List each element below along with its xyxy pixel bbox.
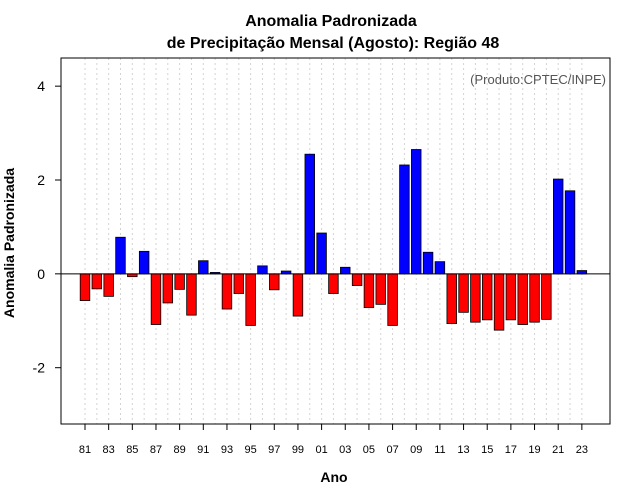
bar-2002: [328, 273, 339, 294]
bar-1995: [245, 273, 256, 326]
bar-2003: [340, 266, 351, 275]
bar-2000: [304, 153, 315, 275]
bar-2019: [529, 273, 540, 323]
x-tick-label: 05: [363, 444, 375, 456]
bar-2020: [541, 273, 552, 320]
chart-title-line-2: de Precipitação Mensal (Agosto): Região …: [167, 35, 500, 52]
bar-2018: [517, 273, 528, 325]
x-tick-label: 23: [576, 444, 588, 456]
bar-1984: [115, 236, 126, 275]
x-axis: 81 83 85 87 89 91 93 95 97 99 01 03 05 07 09 11 13 15 17 19…: [79, 424, 588, 456]
x-tick-label: 17: [505, 444, 517, 456]
bar-2015: [482, 273, 493, 321]
bar-2007: [387, 273, 398, 326]
bar-1982: [91, 273, 103, 290]
bar-1996: [257, 265, 268, 275]
bar-2021: [553, 178, 564, 275]
bar-1994: [233, 273, 244, 294]
y-tick-label: 2: [37, 172, 45, 188]
x-tick-label: 99: [292, 444, 304, 456]
x-tick-label: 85: [126, 444, 138, 456]
x-tick-label: 81: [79, 444, 91, 456]
y-tick-label: 4: [37, 78, 45, 94]
y-tick-label: 0: [37, 266, 45, 282]
bar-2011: [434, 261, 446, 275]
bar-1983: [103, 273, 114, 297]
bar-2022: [564, 190, 576, 275]
bar-1988: [162, 273, 174, 304]
x-tick-label: 01: [315, 444, 327, 456]
x-tick-label: 15: [481, 444, 493, 456]
bar-2001: [316, 232, 327, 275]
bar-2006: [375, 273, 386, 305]
x-tick-label: 97: [268, 444, 280, 456]
plot-frame: [60, 57, 611, 425]
x-axis-label: Ano: [320, 469, 347, 485]
x-tick-label: 19: [528, 444, 540, 456]
x-tick-label: 07: [386, 444, 398, 456]
x-tick-label: 93: [221, 444, 233, 456]
x-tick-label: 09: [410, 444, 422, 456]
bar-1993: [221, 273, 233, 310]
x-tick-label: 13: [457, 444, 469, 456]
x-tick-label: 91: [197, 444, 209, 456]
bar-2012: [446, 273, 457, 324]
bar-2005: [363, 273, 375, 309]
y-axis: -2 0 2 4: [33, 78, 61, 376]
bar-2009: [411, 149, 422, 275]
bar-2013: [458, 273, 469, 313]
bar-1987: [150, 273, 162, 325]
bar-1991: [198, 260, 209, 275]
bar-2016: [493, 273, 505, 331]
y-axis-label: Anomalia Padronizada: [1, 168, 17, 318]
bar-1999: [292, 273, 304, 317]
bar-1981: [79, 273, 91, 301]
bar-2010: [422, 251, 434, 275]
bar-2004: [351, 273, 363, 286]
x-tick-label: 95: [244, 444, 256, 456]
bar-1986: [138, 250, 150, 275]
bar-2014: [470, 273, 481, 323]
chart-title-line-1: Anomalia Padronizada: [245, 13, 417, 30]
bars: [79, 149, 588, 331]
bar-1989: [174, 273, 185, 290]
credit-label: (Produto:CPTEC/INPE): [470, 72, 606, 87]
bar-1997: [269, 273, 280, 291]
x-tick-label: 11: [434, 444, 445, 456]
x-tick-label: 87: [150, 444, 162, 456]
bar-2008: [399, 164, 410, 275]
grid-lines: [84, 58, 583, 424]
bar-1990: [186, 273, 197, 316]
x-tick-label: 03: [339, 444, 351, 456]
x-tick-label: 89: [174, 444, 186, 456]
x-tick-label: 83: [103, 444, 115, 456]
bar-2017: [505, 273, 517, 321]
x-tick-label: 21: [552, 444, 564, 456]
y-tick-label: -2: [33, 360, 46, 376]
